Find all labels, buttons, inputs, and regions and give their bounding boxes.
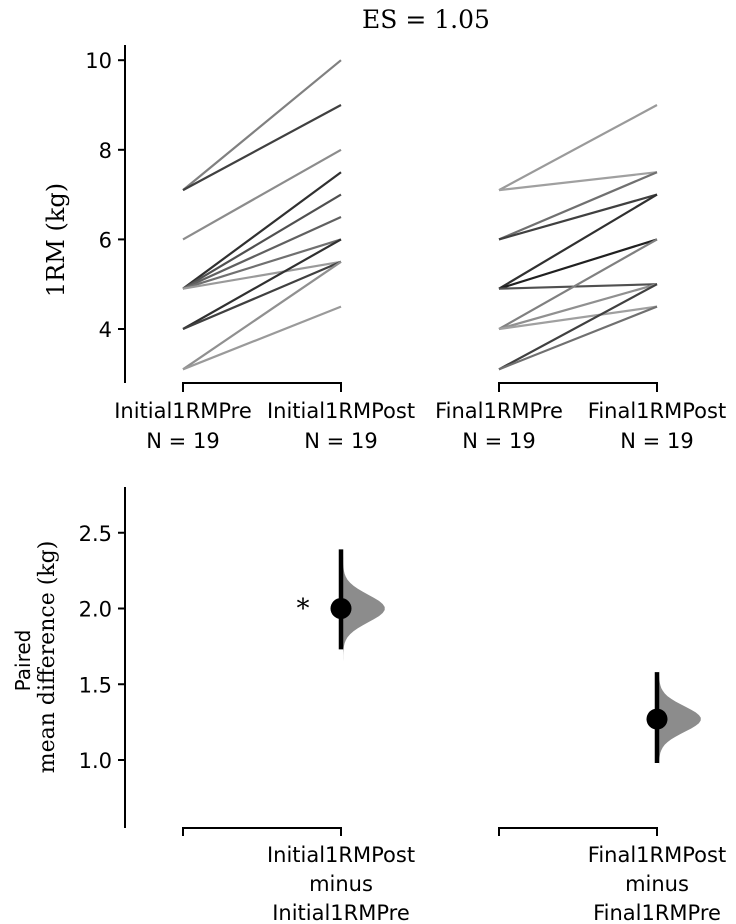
group-brackets — [182, 382, 658, 392]
effect-size-panel: 1.0 1.5 2.0 2.5 Paired mean difference (kg)… — [11, 487, 726, 924]
group-n-label: N = 19 — [462, 429, 535, 453]
paired-observation-line — [182, 193, 342, 290]
mean-difference-point — [330, 598, 352, 619]
top-y-axis-label: 1RM (kg) — [42, 183, 70, 297]
bottom-y-tick-label: 2.5 — [79, 522, 112, 546]
paired-observation-line — [498, 193, 658, 241]
effect-bracket — [498, 827, 658, 836]
group-n-label: N = 19 — [620, 429, 693, 453]
group-pair-bracket — [498, 382, 658, 392]
effect-label-line: Initial1RMPost — [267, 843, 415, 867]
group-label: Final1RMPost — [588, 399, 726, 423]
effect-labels: Initial1RMPost minus Initial1RMPre Final1RM… — [267, 843, 726, 924]
effect-bracket — [182, 827, 342, 836]
paired-observation-line — [498, 171, 658, 192]
bottom-y-tick-label: 2.0 — [79, 598, 112, 622]
paired-observation-line — [182, 260, 342, 290]
effect-label-line: minus — [625, 872, 689, 896]
significance-asterisk: * — [297, 594, 310, 624]
paired-observation-line — [182, 305, 342, 371]
paired-observation-line — [498, 283, 658, 290]
bottom-y-ticks: 1.0 1.5 2.0 2.5 — [79, 522, 125, 773]
effect-label-line: minus — [309, 872, 373, 896]
effect-label-line: Initial1RMPre — [272, 901, 410, 924]
paired-observation-line — [182, 148, 342, 241]
group-n-label: N = 19 — [146, 429, 219, 453]
group-label: Initial1RMPre — [114, 399, 252, 423]
group-label: Initial1RMPost — [267, 399, 415, 423]
mean-difference-point — [646, 708, 668, 730]
effect-label-line: Final1RMPost — [588, 843, 726, 867]
top-y-tick-label: 8 — [99, 139, 112, 163]
paired-observation-line — [182, 260, 342, 331]
bootstrap-distribution — [343, 503, 385, 686]
paired-observation-line — [182, 171, 342, 290]
paired-observation-line — [182, 59, 342, 191]
paired-observation-line — [498, 238, 658, 290]
paired-observation-line — [182, 260, 342, 371]
top-y-tick-label: 6 — [99, 228, 112, 252]
bottom-y-label-line2: mean difference (kg) — [35, 541, 60, 774]
paired-observation-line — [182, 215, 342, 290]
group-label: Final1RMPre — [435, 399, 563, 423]
paired-observation-line — [498, 193, 658, 290]
top-y-ticks: 4 6 8 10 — [85, 49, 125, 342]
paired-observation-line — [182, 104, 342, 192]
paired-observation-line — [498, 283, 658, 331]
effect-label-line: Final1RMPre — [593, 901, 721, 924]
top-y-tick-label: 10 — [85, 49, 112, 73]
top-y-tick-label: 4 — [99, 318, 112, 342]
bottom-y-tick-label: 1.0 — [79, 749, 112, 773]
paired-observation-line — [498, 283, 658, 371]
effect-distributions — [330, 503, 701, 807]
group-pair-bracket — [182, 382, 342, 392]
bottom-y-tick-label: 1.5 — [79, 673, 112, 697]
paired-observation-line — [498, 104, 658, 192]
bootstrap-distribution — [659, 644, 701, 807]
effect-brackets — [182, 827, 658, 836]
paired-observation-line — [182, 238, 342, 330]
paired-observation-line — [498, 305, 658, 331]
paired-observation-line — [498, 238, 658, 330]
bottom-y-label-line1: Paired — [11, 630, 35, 692]
bottom-y-axis-label: Paired mean difference (kg) — [11, 541, 60, 774]
chart-title: ES = 1.05 — [362, 5, 490, 34]
slope-lines — [182, 59, 658, 371]
paired-observation-line — [182, 238, 342, 290]
paired-observation-line — [498, 305, 658, 371]
group-labels: Initial1RMPre N = 19 Initial1RMPost N = 19 F… — [114, 399, 726, 453]
paired-observation-line — [498, 171, 658, 241]
group-n-label: N = 19 — [304, 429, 377, 453]
